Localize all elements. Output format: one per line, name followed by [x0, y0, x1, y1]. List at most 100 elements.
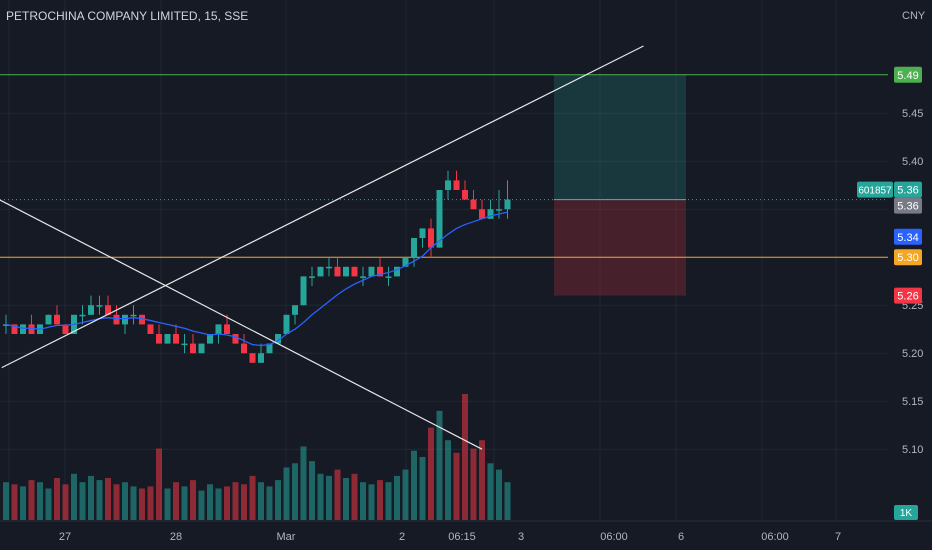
volume-bar: [470, 448, 477, 520]
trend-lines[interactable]: [0, 45, 644, 450]
volume-bar: [207, 484, 213, 520]
candle-body: [292, 305, 298, 315]
volume-bar: [436, 410, 443, 520]
candle-body: [96, 305, 103, 307]
chart-grid: [0, 0, 888, 520]
candle-body: [470, 199, 477, 210]
volume-bar: [496, 469, 502, 520]
candle-body: [326, 266, 332, 269]
volume-bar: [190, 480, 196, 520]
candle-body: [241, 343, 247, 354]
price-tick-label: 5.20: [902, 348, 923, 360]
candle-body: [411, 238, 417, 258]
volume-bar: [147, 486, 154, 520]
volume-bar: [3, 482, 9, 520]
candle-body: [377, 266, 383, 277]
volume-bar: [105, 478, 111, 520]
candle-body: [198, 343, 205, 354]
candle-body: [20, 324, 26, 334]
currency-label: CNY: [902, 10, 926, 22]
candle-body: [394, 266, 400, 277]
candle-body: [334, 266, 341, 277]
volume-bar: [113, 484, 120, 520]
candle-body: [130, 314, 137, 317]
volume-bar: [360, 482, 366, 520]
volume-bar: [317, 473, 324, 520]
candle-body: [487, 209, 494, 219]
candle-body: [139, 314, 145, 325]
volume-bar: [122, 482, 128, 520]
loss-zone: [554, 199, 686, 296]
volume-bar: [368, 484, 375, 520]
price-label-text: 5.34: [897, 232, 918, 244]
volume-bar: [11, 484, 18, 520]
candle-body: [45, 314, 52, 325]
candle-body: [283, 314, 290, 334]
trend-line: [0, 199, 483, 450]
volume-bar: [181, 486, 188, 520]
volume-bar: [54, 478, 60, 520]
price-label-text: 5.49: [897, 70, 918, 82]
price-label-box: [894, 197, 922, 214]
volume-bar: [402, 469, 409, 520]
candle-body: [343, 266, 349, 277]
volume-bar: [283, 467, 290, 520]
volume-bar: [173, 482, 179, 520]
volume-tag-text: 1K: [900, 508, 913, 519]
volume-bar: [275, 480, 281, 520]
volume-bar: [462, 394, 468, 520]
volume-bar: [334, 469, 341, 520]
candle-body: [309, 276, 315, 278]
volume-bar: [37, 482, 43, 520]
candle-body: [496, 209, 502, 211]
candle-body: [88, 305, 94, 315]
candle-body: [258, 353, 264, 363]
candle-body: [275, 334, 281, 344]
price-label-box: [894, 181, 922, 198]
volume-bar: [20, 486, 26, 520]
volume-tag-box: [894, 505, 918, 520]
price-label-text: 5.36: [897, 185, 918, 197]
candle-body: [266, 343, 273, 354]
symbol-tag-text: 601857: [858, 186, 892, 197]
candle-body: [360, 276, 366, 278]
candle-body: [445, 180, 451, 190]
time-tick-label: Mar: [277, 531, 296, 543]
candle-body: [351, 266, 358, 277]
time-tick-label: 06:00: [761, 531, 789, 543]
profit-zone: [554, 74, 686, 200]
candle-body: [215, 324, 222, 334]
volume-bar: [266, 486, 273, 520]
volume-bar: [479, 440, 485, 520]
price-label-box: [894, 66, 922, 83]
volume-bar: [232, 482, 239, 520]
position-tool[interactable]: [554, 74, 686, 296]
volume-bar: [394, 475, 400, 520]
candle-body: [79, 314, 86, 317]
horizontal-levels[interactable]: [0, 74, 888, 258]
price-label-text: 5.26: [897, 291, 918, 303]
candle-body: [428, 228, 434, 248]
chart-title: PETROCHINA COMPANY LIMITED, 15, SSE: [6, 9, 249, 23]
candle-body: [156, 334, 162, 344]
candle-body: [54, 314, 60, 325]
time-tick-label: 28: [170, 531, 182, 543]
volume-bar: [249, 475, 256, 520]
time-tick-label: 3: [518, 531, 524, 543]
candle-body: [181, 343, 188, 346]
moving-average-line: [5, 211, 508, 347]
volume-bar: [385, 482, 392, 520]
candle-body: [113, 314, 120, 325]
candle-body: [105, 305, 111, 315]
price-label-box: [894, 287, 922, 304]
candle-body: [385, 276, 392, 278]
price-label-text: 5.36: [897, 201, 918, 213]
volume-bar: [241, 484, 247, 520]
candle-body: [11, 324, 18, 334]
candle-body: [453, 180, 460, 190]
volume-bar: [326, 475, 332, 520]
volume-bar: [224, 486, 230, 520]
candle-body: [300, 276, 307, 306]
price-label-box: [894, 228, 922, 245]
